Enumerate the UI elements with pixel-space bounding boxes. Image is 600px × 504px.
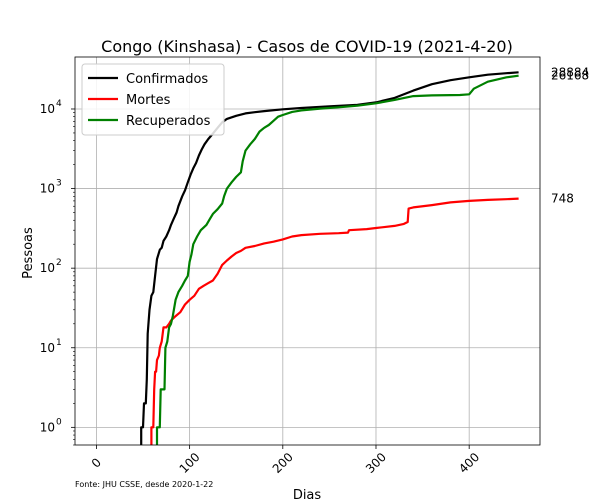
y-tick-exponent: 0 [56, 417, 62, 427]
y-tick-label: 10 [40, 341, 55, 355]
legend-label: Mortes [126, 93, 171, 108]
x-tick-label: 100 [177, 450, 203, 476]
x-tick-label: 0 [89, 455, 104, 470]
y-tick-label: 10 [40, 182, 55, 196]
y-tick-label: 10 [40, 420, 55, 434]
x-axis: 0 100 200 300 400 [89, 445, 482, 476]
y-tick-exponent: 2 [56, 258, 62, 268]
legend: Confirmados Mortes Recuperados [82, 64, 224, 135]
y-axis-label: Pessoas [21, 227, 36, 279]
source-footnote: Fonte: JHU CSSE, desde 2020-1-22 [75, 480, 213, 489]
y-tick-exponent: 3 [56, 179, 62, 189]
x-tick-label: 400 [456, 450, 482, 476]
y-tick-exponent: 1 [56, 338, 62, 348]
x-axis-label: Dias [293, 488, 322, 500]
x-tick-label: 200 [270, 450, 296, 476]
chart-title: Congo (Kinshasa) - Casos de COVID-19 (20… [101, 37, 513, 56]
y-tick-exponent: 4 [56, 99, 62, 109]
legend-label: Recuperados [126, 114, 211, 129]
y-tick-label: 10 [40, 261, 55, 275]
series-line-mortes [151, 199, 518, 445]
x-tick-label: 300 [363, 450, 389, 476]
legend-label: Confirmados [126, 72, 208, 87]
end-label-mortes: 748 [551, 192, 574, 206]
end-label-recuperados: 26168 [551, 69, 589, 83]
y-tick-label: 10 [40, 102, 55, 116]
